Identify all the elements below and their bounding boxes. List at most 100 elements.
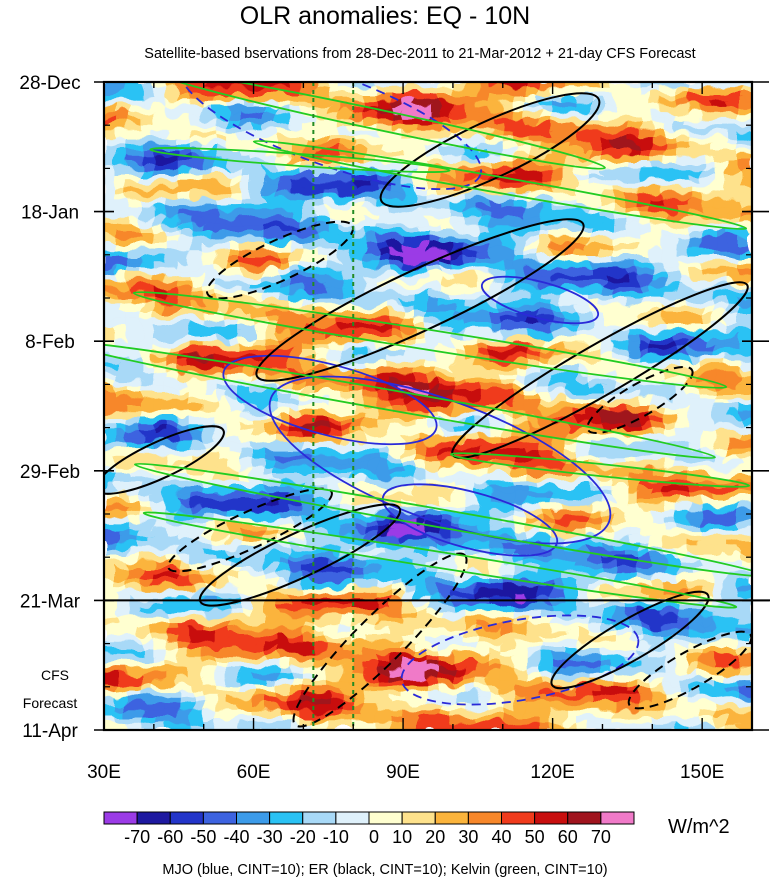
olr-cell [252,479,267,488]
olr-cell [489,554,504,563]
olr-cell [476,149,492,158]
olr-cell [663,361,679,370]
olr-cell [589,342,604,351]
olr-cell [626,554,641,563]
olr-cell [514,130,529,139]
olr-cell [252,548,267,557]
olr-cell [476,155,492,164]
olr-cell [564,591,579,601]
olr-cell [165,573,180,582]
olr-cell [539,573,554,582]
olr-cell [252,623,267,632]
olr-cell [252,392,267,401]
olr-cell [701,230,716,239]
olr-cell [501,429,517,439]
olr-cell [327,373,342,382]
olr-cell [589,504,604,513]
olr-cell [115,523,130,532]
olr-cell [115,517,130,526]
olr-cell [240,504,255,513]
olr-cell [701,579,716,588]
olr-cell [377,510,392,520]
olr-cell [327,591,342,601]
olr-cell [489,224,504,233]
olr-cell [476,585,492,594]
olr-cell [352,267,367,277]
olr-cell [638,517,654,526]
olr-cell [676,118,691,127]
olr-cell [676,280,691,289]
olr-cell [476,93,492,102]
olr-cell [439,299,454,308]
olr-cell [215,261,230,270]
olr-cell [514,417,529,426]
olr-cell [227,162,243,171]
olr-cell [701,367,716,376]
olr-cell [688,267,704,277]
olr-cell [302,405,317,414]
olr-cell [215,305,230,314]
olr-cell [252,492,267,501]
olr-cell [427,660,442,669]
olr-cell [352,199,367,208]
olr-cell [663,174,679,183]
olr-cell [215,654,230,663]
olr-cell [451,616,467,625]
olr-cell [352,342,367,351]
olr-cell [289,317,305,326]
olr-cell [104,373,118,382]
olr-cell [464,361,479,370]
olr-cell [501,155,517,164]
olr-cell [526,648,542,657]
olr-cell [177,380,193,389]
olr-cell [451,292,467,301]
olr-cell [489,305,504,314]
olr-cell [352,274,367,283]
olr-cell [738,236,752,245]
olr-cell [738,523,752,532]
olr-cell [726,660,741,669]
olr-cell [302,529,317,538]
olr-cell [489,386,504,395]
olr-cell [576,324,591,333]
olr-cell [551,124,567,133]
olr-cell [626,317,641,326]
olr-cell [489,124,504,133]
olr-cell [663,448,679,457]
olr-cell [476,479,492,488]
olr-cell [377,392,392,401]
olr-cell [265,635,280,644]
olr-cell [289,155,305,164]
olr-cell [589,392,604,401]
olr-cell [489,286,504,295]
olr-cell [514,99,529,108]
olr-cell [215,230,230,239]
olr-cell [240,155,255,164]
olr-cell [327,82,342,90]
olr-cell [240,236,255,245]
olr-cell [601,105,616,115]
olr-cell [152,423,168,432]
olr-cell [589,554,604,563]
olr-cell [265,305,280,314]
olr-cell [514,648,529,657]
olr-cell [289,199,305,208]
olr-cell [701,249,716,258]
olr-cell [115,461,130,470]
olr-cell [564,604,579,613]
olr-cell [626,193,641,202]
olr-cell [302,429,317,439]
olr-cell [738,436,752,445]
olr-cell [726,398,741,407]
olr-cell [663,124,679,133]
olr-cell [364,598,380,607]
olr-cell [252,205,267,214]
olr-cell [177,461,193,470]
olr-cell [165,486,180,495]
olr-cell [314,666,330,675]
olr-cell [439,361,454,370]
olr-cell [501,286,517,295]
olr-cell [140,299,155,308]
olr-cell [352,554,367,563]
olr-cell [451,510,467,520]
